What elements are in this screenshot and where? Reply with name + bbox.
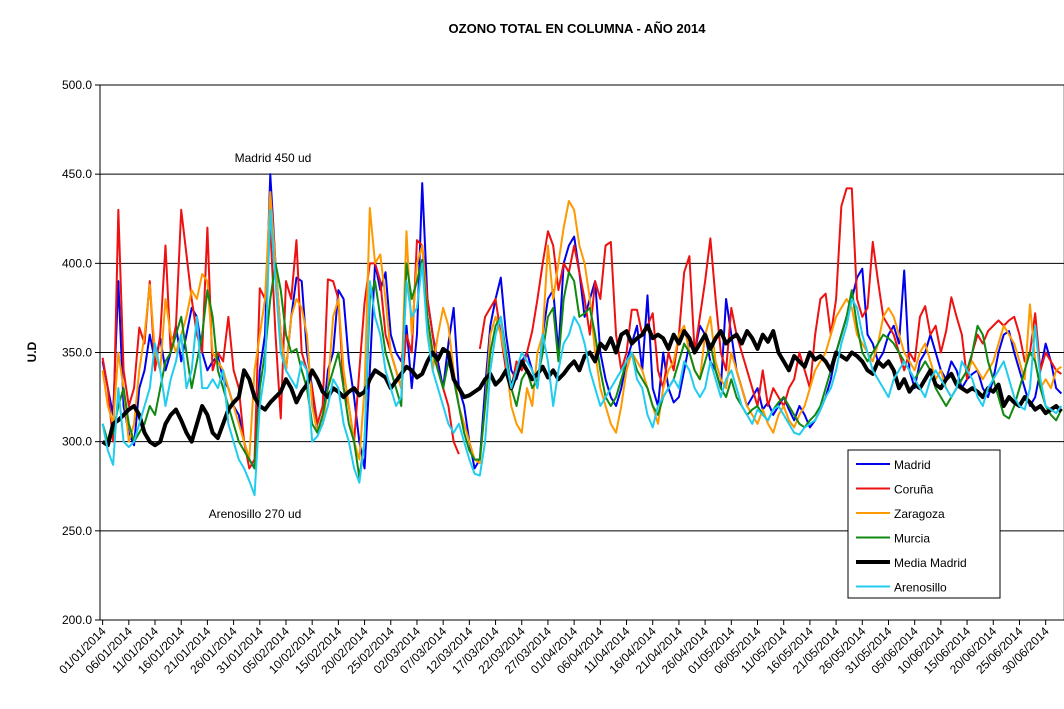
- y-tick-label: 450.0: [62, 167, 92, 181]
- y-axis-label: U.D: [25, 341, 39, 362]
- y-tick-label: 500.0: [62, 78, 92, 92]
- legend-label: Media Madrid: [894, 556, 967, 570]
- annotation: Madrid 450 ud: [235, 151, 312, 165]
- series-line: [101, 187, 1062, 470]
- series-line: [101, 191, 1062, 465]
- legend-label: Madrid: [894, 458, 931, 472]
- series-line: [101, 258, 1063, 479]
- y-tick-label: 300.0: [62, 435, 92, 449]
- y-tick-label: 400.0: [62, 256, 92, 270]
- y-tick-label: 350.0: [62, 346, 92, 360]
- legend-box: [847, 449, 1001, 599]
- legend-label: Murcia: [894, 532, 930, 546]
- legend-label: Zaragoza: [894, 507, 945, 521]
- series-line: [101, 323, 1063, 448]
- chart-title: OZONO TOTAL EN COLUMNA - AÑO 2014: [449, 21, 707, 36]
- annotation: Arenosillo 270 ud: [209, 507, 302, 521]
- legend: Madrid Coruña Zaragoza Murcia Media Madrid Ar…: [847, 449, 1001, 599]
- legend-label: Arenosillo: [894, 581, 947, 595]
- y-tick-label: 250.0: [62, 524, 92, 538]
- series-line: [101, 173, 1063, 470]
- legend-label: Coruña: [894, 483, 934, 497]
- plot-area: [95, 84, 1064, 625]
- y-tick-label: 200.0: [62, 613, 92, 627]
- series-line: [101, 208, 1063, 497]
